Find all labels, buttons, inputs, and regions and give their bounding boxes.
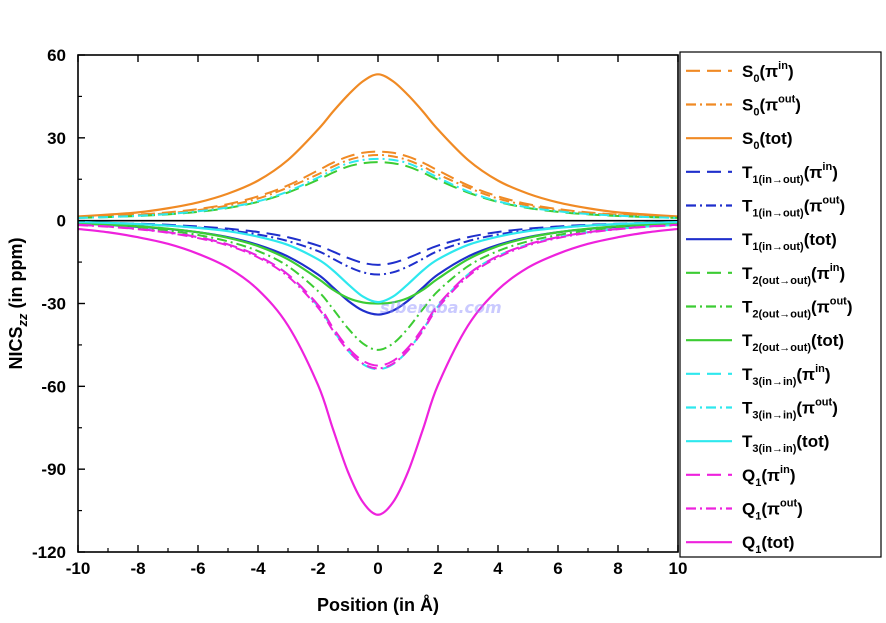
series-line-2 xyxy=(78,153,678,219)
y-tick-label: -30 xyxy=(41,295,66,314)
x-tick-label: -8 xyxy=(130,559,145,578)
x-tick-label: 4 xyxy=(493,559,503,578)
watermark: siberoba.com xyxy=(380,298,502,317)
series-line-3 xyxy=(78,73,678,218)
legend-item: S0(πout) xyxy=(686,94,801,119)
series-line-9 xyxy=(78,222,678,305)
legend-item: Q1(πout) xyxy=(686,498,803,523)
legend: S0(πin) S0(πout) S0(tot) T1(in→out)(πin) T1(… xyxy=(679,51,882,558)
plot-area xyxy=(78,73,678,516)
legend-item: T2(out→out)(πin) xyxy=(686,262,845,287)
x-axis-title: Position (in Å) xyxy=(317,595,439,615)
series-line-12 xyxy=(78,220,678,304)
y-axis-title: NICSzz (in ppm) xyxy=(6,237,30,369)
y-tick-label: -90 xyxy=(41,460,66,479)
legend-item: T2(out→out)(πout) xyxy=(686,296,853,321)
legend-label: Q1(πout) xyxy=(742,498,803,523)
legend-item: T1(in→out)(tot) xyxy=(686,230,837,253)
y-tick-label: 30 xyxy=(47,129,66,148)
x-tick-label: -10 xyxy=(66,559,91,578)
legend-item: T2(out→out)(tot) xyxy=(686,331,844,354)
series-line-7 xyxy=(78,161,678,219)
y-tick-label: -120 xyxy=(32,543,66,562)
legend-label: S0(πout) xyxy=(742,94,801,119)
legend-item: S0(tot) xyxy=(686,129,793,152)
svg-text:NICSzz (in ppm): NICSzz (in ppm) xyxy=(6,237,30,369)
legend-label: T2(out→out)(πin) xyxy=(742,262,845,287)
series-line-6 xyxy=(78,222,678,316)
x-tick-label: 10 xyxy=(669,559,688,578)
legend-label: T3(in→in)(tot) xyxy=(742,432,829,455)
legend-item: T1(in→out)(πout) xyxy=(686,195,845,220)
x-tick-label: 6 xyxy=(553,559,562,578)
x-tick-label: -2 xyxy=(310,559,325,578)
x-tick-label: 2 xyxy=(433,559,442,578)
legend-label: T1(in→out)(πout) xyxy=(742,195,845,220)
legend-label: Q1(tot) xyxy=(742,533,794,556)
legend-label: S0(tot) xyxy=(742,129,793,152)
x-tick-label: 8 xyxy=(613,559,622,578)
series-line-8 xyxy=(78,223,678,351)
legend-label: T3(in→in)(πin) xyxy=(742,363,831,388)
y-tick-label: -60 xyxy=(41,377,66,396)
legend-item: T3(in→in)(πin) xyxy=(686,363,831,388)
legend-box xyxy=(679,51,882,558)
legend-item: T3(in→in)(tot) xyxy=(686,432,829,455)
series-line-14 xyxy=(78,224,678,370)
axes: -10 -8 -6 -4 -2 0 2 4 6 8 10 -120 -90 -60 -30 0 30 60 Posi… xyxy=(6,46,687,615)
series-line-10 xyxy=(78,223,678,371)
x-tick-label: -4 xyxy=(250,559,266,578)
legend-label: T2(out→out)(tot) xyxy=(742,331,844,354)
y-tick-label: 60 xyxy=(47,46,66,65)
series-line-1 xyxy=(78,150,678,218)
legend-label: T3(in→in)(πout) xyxy=(742,397,838,422)
series-line-11 xyxy=(78,157,678,219)
legend-label: T1(in→out)(πin) xyxy=(742,161,838,186)
legend-item: T3(in→in)(πout) xyxy=(686,397,838,422)
legend-item: Q1(πin) xyxy=(686,464,796,489)
legend-item: T1(in→out)(πin) xyxy=(686,161,838,186)
legend-item: Q1(tot) xyxy=(686,533,794,556)
legend-label: T2(out→out)(πout) xyxy=(742,296,853,321)
series-line-15 xyxy=(78,227,678,516)
y-tick-label: 0 xyxy=(57,212,66,231)
legend-label: T1(in→out)(tot) xyxy=(742,230,837,253)
legend-label: S0(πin) xyxy=(742,60,794,85)
series-lines xyxy=(78,73,678,516)
x-tick-label: -6 xyxy=(190,559,205,578)
series-line-13 xyxy=(78,223,678,367)
x-tick-label: 0 xyxy=(373,559,382,578)
legend-item: S0(πin) xyxy=(686,60,794,85)
series-line-4 xyxy=(78,221,678,266)
legend-label: Q1(πin) xyxy=(742,464,796,489)
series-line-5 xyxy=(78,221,678,276)
